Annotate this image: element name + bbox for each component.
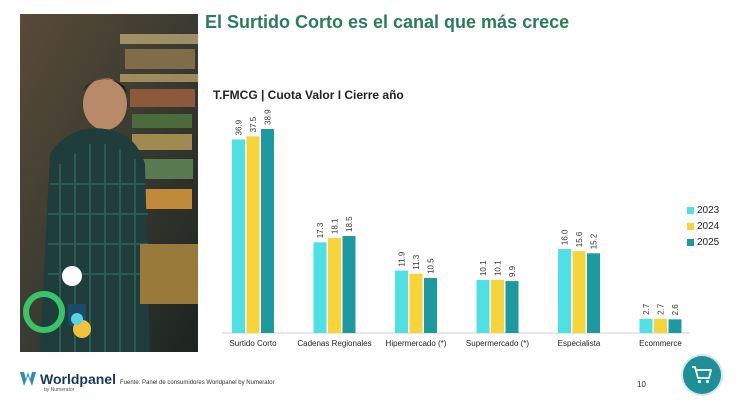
data-label-2023-3: 10.1: [479, 260, 488, 276]
data-label-2024-3: 10.1: [494, 260, 503, 276]
legend-label-2024: 2024: [697, 220, 720, 232]
category-label-5: Ecommerce: [639, 339, 682, 348]
data-label-2024-1: 18.1: [331, 218, 340, 234]
bar-2024-3: [491, 280, 504, 333]
brand-by: by Numerator: [44, 387, 75, 393]
bar-2025-0: [261, 129, 274, 333]
chart-legend: 2023 2024 2025: [687, 202, 719, 250]
data-label-2024-2: 11.3: [412, 254, 421, 270]
data-label-2024-4: 15.6: [575, 231, 584, 247]
data-label-2023-5: 2.7: [642, 303, 651, 315]
bar-2025-4: [587, 253, 600, 333]
legend-swatch-2025: [687, 238, 694, 246]
data-label-2023-0: 36.9: [235, 119, 244, 135]
legend-item-2025: 2025: [687, 234, 719, 250]
bar-2023-2: [395, 270, 408, 333]
cart-button: [683, 356, 721, 394]
bar-2024-2: [409, 273, 423, 333]
category-label-3: Supermercado (*): [466, 339, 529, 348]
data-label-2025-3: 9.9: [508, 265, 517, 277]
data-label-2023-2: 11.9: [398, 251, 407, 267]
shopper-photo: [20, 14, 198, 352]
shopping-cart-icon: [692, 366, 712, 384]
data-label-2025-0: 38.9: [264, 109, 273, 125]
data-label-2024-0: 37.5: [249, 116, 258, 132]
bar-2024-5: [654, 318, 667, 333]
legend-item-2023: 2023: [687, 202, 719, 218]
legend-label-2025: 2025: [697, 236, 720, 248]
bar-2023-3: [476, 280, 490, 333]
legend-item-2024: 2024: [687, 218, 719, 234]
data-label-2025-4: 15.2: [590, 233, 599, 249]
legend-label-2023: 2023: [697, 204, 720, 216]
bar-2025-3: [505, 281, 519, 333]
data-label-2025-2: 10.5: [427, 258, 436, 274]
brand-name: Worldpanel: [40, 371, 116, 387]
category-label-4: Especialista: [558, 339, 601, 348]
bar-2025-1: [342, 235, 356, 333]
worldpanel-logo: Worldpanel by Numerator: [20, 371, 116, 393]
page-number: 10: [637, 380, 646, 389]
data-label-2023-1: 17.3: [316, 222, 325, 238]
bar-2024-0: [246, 136, 260, 333]
data-label-2024-5: 2.7: [657, 303, 666, 315]
slide-title: El Surtido Corto es el canal que más cre…: [205, 12, 570, 32]
worldpanel-logo-icon: [20, 372, 36, 386]
bar-2025-5: [668, 319, 682, 333]
source-note: Fuente: Panel de consumidores Worldpanel…: [120, 380, 275, 386]
category-label-0: Surtido Corto: [229, 339, 277, 348]
category-label-2: Hipermercado (*): [386, 339, 447, 348]
bar-2023-5: [639, 318, 653, 333]
bar-2023-4: [558, 249, 571, 333]
data-label-2025-5: 2.6: [671, 304, 680, 316]
bar-2025-2: [424, 277, 437, 333]
legend-swatch-2024: [687, 222, 694, 230]
data-label-2025-1: 18.5: [345, 216, 354, 232]
bar-2023-0: [232, 139, 245, 333]
bar-2024-1: [328, 238, 341, 333]
data-label-2023-4: 16.0: [561, 229, 570, 245]
bar-2023-1: [313, 242, 327, 333]
chart-subtitle: T.FMCG | Cuota Valor I Cierre año: [213, 88, 404, 102]
legend-swatch-2023: [687, 206, 694, 214]
category-label-1: Cadenas Regionales: [297, 339, 371, 348]
bar-2024-4: [572, 251, 586, 333]
